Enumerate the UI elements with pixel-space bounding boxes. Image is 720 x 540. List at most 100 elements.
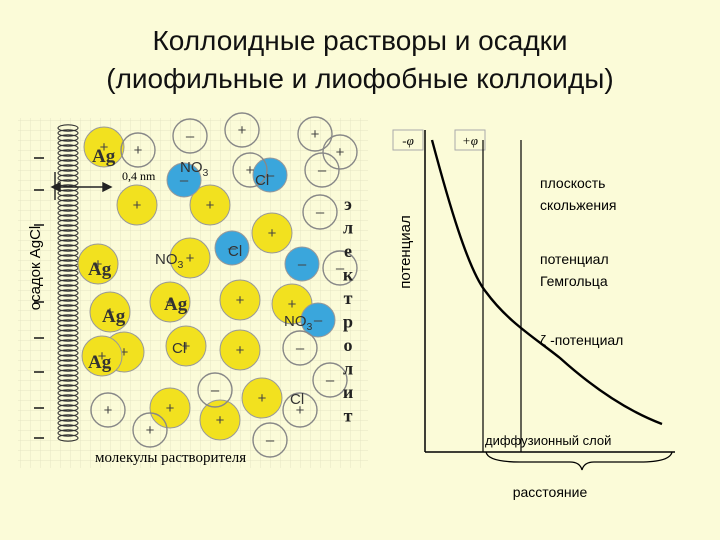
cation-yellow: +	[189, 184, 231, 226]
solvent-coil-loop	[57, 374, 79, 382]
solvent-coil-loop	[57, 164, 79, 172]
right-panel: потенциал -φ +φ плоскость скольжения пот…	[392, 129, 675, 500]
left-panel: осадок AgCl 0,4 nm ++ +++ ++ + +++ + +++++––––…	[18, 112, 368, 468]
outline-cation-sign: +	[134, 142, 143, 159]
slip-plane-label-1: плоскость	[540, 175, 605, 191]
electrolyte-letter: л	[343, 218, 353, 238]
anion-blue: –	[166, 162, 202, 198]
solvent-coil-loop	[57, 354, 79, 362]
ions-layer: ++ +++ ++ + +++ + +++++–––––+ +++++++––––––––Ag…	[77, 112, 358, 458]
solvent-coil-loop	[57, 379, 79, 387]
outline-anion-circle	[302, 194, 338, 230]
cation-yellow: +	[149, 281, 191, 323]
electrolyte-letter: э	[344, 194, 352, 214]
solvent-coil-loop	[57, 294, 79, 302]
solvent-coil-loop	[57, 364, 79, 372]
cation-yellow-sign: +	[288, 296, 297, 313]
cation-yellow-sign: +	[258, 390, 267, 407]
solvent-coil-loop	[57, 419, 79, 427]
solvent-coil-loop	[57, 279, 79, 287]
cation-yellow: +	[89, 291, 131, 333]
solvent-coil-loop	[57, 154, 79, 162]
cation-yellow: +	[251, 212, 293, 254]
title-line-1: Коллоидные растворы и осадки	[152, 25, 568, 56]
anion-blue: –	[214, 230, 250, 266]
ag-label: Ag	[102, 306, 126, 327]
electrolyte-letter: о	[344, 335, 353, 355]
solvent-coil-loop	[57, 284, 79, 292]
cation-yellow-sign: +	[100, 139, 109, 156]
distance-brace	[485, 451, 673, 471]
solvent-coil-loop	[57, 414, 79, 422]
solvent-coil-loop	[57, 209, 79, 217]
solvent-coil-loop	[57, 434, 79, 442]
outline-cation-sign: +	[311, 126, 320, 143]
cation-yellow: +	[169, 237, 211, 279]
solvent-coil-loop	[57, 204, 79, 212]
solvent-coil-loop	[57, 159, 79, 167]
solvent-label: молекулы растворителя	[95, 450, 246, 466]
outline-anion-sign: –	[296, 340, 305, 357]
distance-label: 0,4 nm	[122, 169, 156, 183]
cation-yellow-circle	[219, 279, 261, 321]
outline-cation: +	[132, 412, 168, 448]
outline-cation: +	[282, 392, 318, 428]
anion-blue-circle	[166, 162, 202, 198]
cation-yellow: +	[199, 399, 241, 441]
cation-yellow-sign: +	[236, 292, 245, 309]
title-line-2: (лиофильные и лиофобные коллоиды)	[106, 63, 614, 94]
cation-yellow-circle	[77, 243, 119, 285]
solvent-coil-loop	[57, 129, 79, 137]
solvent-coil-loop	[57, 124, 79, 132]
solvent-coil-loop	[57, 304, 79, 312]
solvent-coil-loop	[57, 144, 79, 152]
anion-blue-sign: –	[228, 240, 237, 257]
solvent-coil-loop	[57, 214, 79, 222]
outline-anion-circle	[312, 362, 348, 398]
outline-cation-sign: +	[146, 422, 155, 439]
solvent-coil-loop	[57, 179, 79, 187]
anion-blue: –	[252, 157, 288, 193]
chloride-label: Cl	[290, 391, 304, 408]
pos-phi-box	[454, 129, 486, 151]
outline-cation: +	[297, 116, 333, 152]
ag-label: Ag	[164, 294, 188, 315]
solvent-coil-loop	[57, 234, 79, 242]
slip-plane-label-2: скольжения	[540, 197, 617, 213]
solvent-coil-loop	[57, 254, 79, 262]
cation-yellow-sign: +	[182, 338, 191, 355]
solvent-coil-loop	[57, 389, 79, 397]
outline-cation: +	[120, 132, 156, 168]
outline-cation: +	[90, 392, 126, 428]
solvent-coil-loop	[57, 409, 79, 417]
solvent-coil-loop	[57, 344, 79, 352]
ag-label: Ag	[88, 352, 112, 373]
outline-anion-sign: –	[326, 372, 335, 389]
nitrate-label: NO3	[155, 251, 184, 271]
outline-cation-circle	[297, 116, 333, 152]
electrolyte-letter: и	[343, 382, 353, 402]
cation-yellow: +	[219, 329, 261, 371]
outline-cation-circle	[232, 152, 268, 188]
outline-cation: +	[232, 152, 268, 188]
solvent-coil-loop	[57, 384, 79, 392]
anion-blue-sign: –	[298, 256, 307, 273]
solvent-coil-loop	[57, 189, 79, 197]
cation-yellow-circle	[83, 126, 125, 168]
solvent-coil-loop	[57, 319, 79, 327]
electrolyte-letter: т	[344, 406, 353, 426]
anion-blue-sign: –	[180, 172, 189, 189]
surface-charge-dashes	[34, 157, 44, 439]
cation-yellow-sign: +	[206, 197, 215, 214]
cation-yellow-circle	[251, 212, 293, 254]
solvent-molecule-coil	[57, 124, 79, 442]
cation-yellow: +	[116, 184, 158, 226]
solvent-coil-loop	[57, 199, 79, 207]
chloride-label: Cl	[228, 243, 242, 260]
outline-anion-circle	[282, 330, 318, 366]
cation-yellow-sign: +	[94, 256, 103, 273]
outline-cation-circle	[282, 392, 318, 428]
cation-yellow-circle	[199, 399, 241, 441]
cation-yellow: +	[165, 325, 207, 367]
electrolyte-letter: л	[343, 359, 353, 379]
